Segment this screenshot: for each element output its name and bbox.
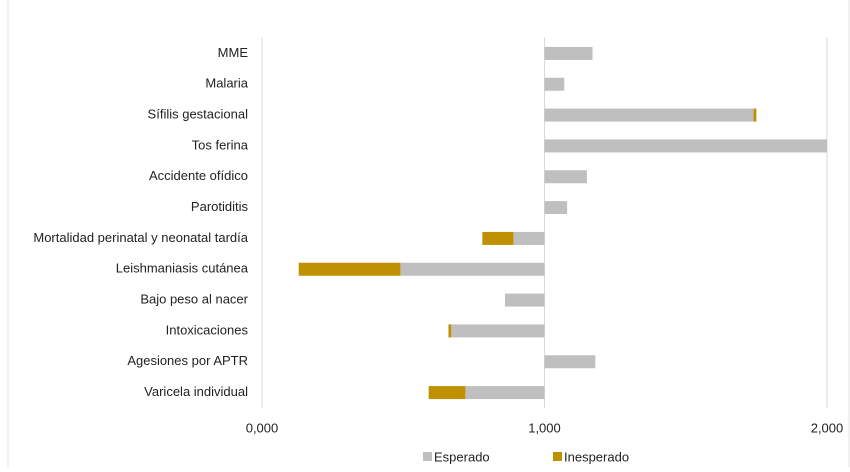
y-tick-label: Agesiones por APTR <box>127 353 248 368</box>
bar <box>400 262 545 276</box>
y-tick-label: MME <box>218 45 249 60</box>
legend-label: Inesperado <box>564 449 629 464</box>
y-tick-label: Leishmaniasis cutánea <box>116 261 249 276</box>
chart-frame <box>7 0 850 472</box>
x-tick-label: 1,000 <box>528 420 561 435</box>
y-tick-label: Sífilis gestacional <box>148 107 249 122</box>
y-tick-label: Parotiditis <box>191 199 249 214</box>
bar <box>513 231 545 245</box>
bar <box>753 108 757 122</box>
bar <box>544 46 593 60</box>
y-tick-label: Malaria <box>205 76 248 91</box>
legend-label: Esperado <box>434 449 490 464</box>
bar <box>482 231 514 245</box>
bar <box>544 170 587 184</box>
y-tick-label: Accidente ofídico <box>149 168 248 183</box>
bar <box>544 201 568 215</box>
bar <box>544 139 827 153</box>
bar <box>448 324 452 338</box>
bar <box>428 386 466 400</box>
x-tick-label: 2,000 <box>811 420 844 435</box>
bar <box>544 108 754 122</box>
bar <box>544 355 596 369</box>
bar <box>504 293 545 307</box>
y-tick-label: Intoxicaciones <box>166 322 249 337</box>
bar <box>451 324 545 338</box>
legend-swatch <box>553 452 562 461</box>
y-tick-label: Varicela individual <box>144 384 248 399</box>
bar <box>544 77 565 91</box>
bar <box>298 262 401 276</box>
x-tick-label: 0,000 <box>246 420 279 435</box>
y-tick-label: Bajo peso al nacer <box>140 292 248 307</box>
y-tick-label: Tos ferina <box>192 137 249 152</box>
bar <box>465 386 545 400</box>
y-tick-label: Mortalidad perinatal y neonatal tardía <box>33 230 248 245</box>
legend-swatch <box>423 452 432 461</box>
